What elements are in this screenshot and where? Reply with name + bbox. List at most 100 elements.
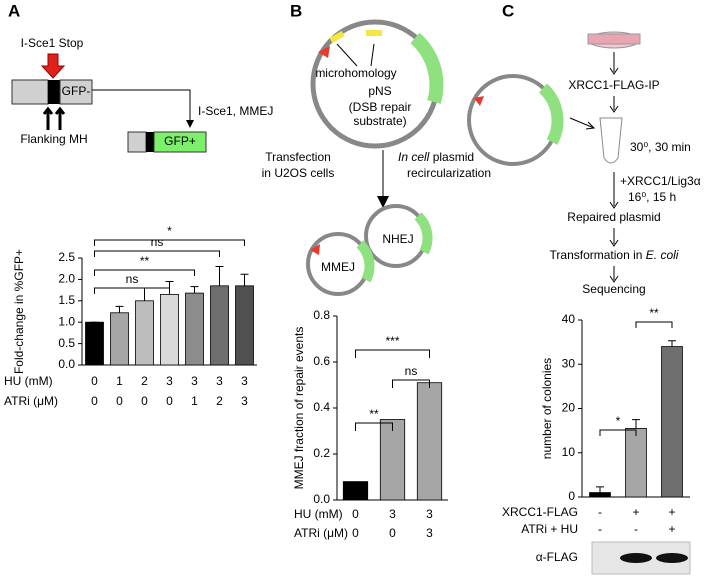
bar	[342, 481, 369, 501]
arrow	[336, 43, 375, 67]
arrow	[40, 53, 66, 79]
bar	[210, 285, 229, 366]
error-bar	[215, 266, 224, 286]
y-axis-label: MMEJ fraction of repair events	[292, 327, 306, 490]
y-axis-label: Fold-change in %GFP+	[12, 249, 26, 374]
row-value: 2	[216, 394, 223, 408]
label: GFP-	[62, 84, 91, 98]
significance: ns	[405, 364, 418, 378]
arrow	[569, 117, 596, 130]
label: In cell plasmid	[398, 150, 474, 164]
row-value: 2	[141, 374, 148, 388]
error-bar	[240, 273, 249, 286]
box	[146, 132, 154, 152]
label: XRCC1-FLAG-IP	[568, 78, 659, 92]
box	[153, 131, 207, 153]
row-value: 3	[426, 507, 433, 521]
error-bar	[140, 287, 149, 301]
error-bar	[668, 340, 676, 347]
bar	[160, 293, 179, 366]
arrow	[609, 96, 619, 113]
y-tick-label: 1.5	[58, 293, 75, 307]
bar	[589, 492, 611, 498]
label: E. coli	[646, 248, 679, 262]
label: I-Sce1, MMEJ	[198, 104, 273, 118]
y-tick-label: 0.0	[313, 492, 330, 506]
row-value: 3	[241, 374, 248, 388]
label: plasmid	[433, 150, 474, 164]
significance: ns	[151, 235, 164, 249]
label: α-FLAG	[536, 550, 578, 564]
error-bar	[115, 305, 124, 313]
row-value: +	[668, 505, 675, 519]
significance: **	[140, 254, 150, 268]
row-value: 1	[191, 394, 198, 408]
row-label: ATRi + HU	[521, 522, 578, 536]
row-value: 1	[116, 374, 123, 388]
y-tick-label: 0.6	[313, 354, 330, 368]
row-label: XRCC1-FLAG	[502, 505, 578, 519]
y-tick-label: 0.2	[313, 446, 330, 460]
bracket	[355, 349, 430, 358]
gene	[356, 240, 375, 283]
arrow	[42, 106, 66, 130]
label: Transformation in E. coli	[550, 248, 679, 262]
label: (DSB repair	[349, 100, 412, 114]
y-tick-label: 0.5	[58, 336, 75, 350]
row-value: 0	[389, 526, 396, 540]
row-value: 0	[166, 394, 173, 408]
error-bar	[190, 286, 199, 294]
row-value: 0	[91, 374, 98, 388]
y-tick-label: 0.0	[58, 357, 75, 371]
row-value: 3	[166, 374, 173, 388]
arrow	[609, 266, 619, 283]
box	[59, 79, 93, 105]
bracket	[599, 429, 637, 436]
mh	[329, 30, 345, 44]
site	[318, 46, 330, 58]
band	[656, 553, 688, 563]
label: 30⁰, 30 min	[630, 140, 691, 154]
panel-letter: C	[502, 1, 514, 20]
label: NHEJ	[382, 232, 413, 246]
label: GFP+	[164, 134, 196, 148]
row-label: ATRi (μM)	[294, 526, 348, 540]
bar	[235, 285, 254, 366]
row-value: 3	[426, 526, 433, 540]
significance: **	[649, 306, 659, 320]
bar	[85, 321, 104, 366]
label: Transfection	[265, 150, 331, 164]
arrow	[92, 89, 191, 122]
tube	[599, 117, 623, 164]
significance: ***	[385, 334, 399, 348]
box	[11, 79, 49, 105]
arrow	[609, 228, 619, 247]
row-value: 0	[116, 394, 123, 408]
row-value: +	[632, 505, 639, 519]
bracket	[392, 379, 430, 388]
y-tick-label: 0.8	[313, 308, 330, 322]
row-value: -	[598, 505, 602, 519]
y-axis-label: number of colonies	[540, 358, 554, 459]
mh	[366, 30, 382, 36]
significance: ns	[126, 272, 139, 286]
label: Transformation in	[550, 248, 643, 262]
bar	[625, 428, 647, 498]
band	[620, 553, 652, 563]
label: Flanking MH	[20, 132, 87, 146]
gene	[410, 32, 444, 104]
label: pNS	[368, 84, 391, 98]
arrow	[186, 120, 194, 128]
y-tick-label: 20	[562, 401, 576, 415]
y-tick-label: 2.5	[58, 250, 75, 264]
label: substrate)	[353, 114, 406, 128]
significance: *	[167, 224, 172, 238]
bar	[110, 312, 129, 366]
label: +XRCC1/Lig3α	[620, 174, 701, 188]
bar	[661, 346, 683, 498]
box	[48, 80, 60, 104]
bracket	[94, 250, 220, 257]
box	[127, 131, 147, 153]
label: 16⁰, 15 h	[628, 190, 676, 204]
